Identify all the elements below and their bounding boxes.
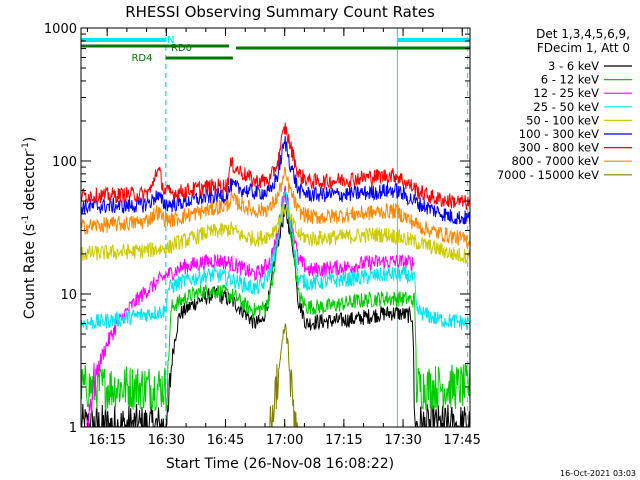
series-line: [81, 193, 470, 412]
legend-entry-label: 25 - 50 keV: [533, 100, 599, 114]
y-tick-label: 1: [69, 421, 77, 436]
axis-ticks: 16:15 16:30 16:45 17:00 17:15 17:30 17:45 1 10 10…: [44, 22, 481, 448]
legend-entry-label: 300 - 800 keV: [519, 141, 599, 155]
x-tick-label: 17:15: [325, 433, 362, 448]
series-line: [81, 202, 470, 265]
legend-entry-label: 6 - 12 keV: [541, 73, 599, 87]
y-tick-label: 10: [60, 288, 77, 303]
y-axis-label-mid: detector: [22, 151, 38, 215]
y-tick-label: 1000: [44, 22, 77, 37]
x-tick-label: 17:45: [443, 433, 480, 448]
legend-entry-label: 100 - 300 keV: [519, 127, 599, 141]
x-tick-label: 16:15: [88, 433, 125, 448]
generated-timestamp: 16-Oct-2021 03:03: [560, 469, 636, 478]
series-line: [81, 136, 470, 225]
night-flag-label: N: [167, 35, 174, 46]
legend-entry-label: 3 - 6 keV: [548, 59, 599, 73]
legend-entry-label: 50 - 100 keV: [526, 113, 599, 127]
rd0-flag-label: RD0: [171, 43, 192, 54]
x-tick-label: 17:30: [384, 433, 421, 448]
y-axis-label-sup1: -1: [21, 215, 31, 224]
axes-frame: [80, 27, 471, 428]
y-axis-label: Count Rate (s-1 detector-1): [21, 137, 38, 319]
x-tick-label: 17:00: [266, 433, 303, 448]
rd4-flag-label: RD4: [131, 53, 152, 64]
y-axis-label-sup2: -1: [21, 142, 31, 151]
legend: Det 1,3,4,5,6,9, FDecim 1, Att 0 3 - 6 k…: [497, 27, 632, 182]
y-tick-label: 100: [52, 155, 77, 170]
series-line: [81, 189, 470, 332]
legend-entry-label: 12 - 25 keV: [533, 86, 599, 100]
chart-title: RHESSI Observing Summary Count Rates: [125, 3, 435, 21]
series-line: [81, 185, 415, 427]
series-line: [266, 323, 300, 427]
x-axis-label: Start Time (26-Nov-08 16:08:22): [166, 456, 394, 472]
y-axis-label-end: ): [22, 137, 38, 142]
x-tick-label: 16:45: [207, 433, 244, 448]
legend-header-line-2: FDecim 1, Att 0: [537, 41, 630, 55]
series-line: [81, 122, 470, 211]
series-line: [81, 167, 470, 248]
y-axis-label-main: Count Rate (s: [22, 224, 38, 319]
legend-entry-label: 800 - 7000 keV: [511, 154, 599, 168]
series-line: [81, 204, 470, 427]
x-tick-label: 16:30: [148, 433, 185, 448]
legend-entry-label: 7000 - 15000 keV: [497, 168, 599, 182]
legend-header-line-1: Det 1,3,4,5,6,9,: [536, 27, 630, 41]
